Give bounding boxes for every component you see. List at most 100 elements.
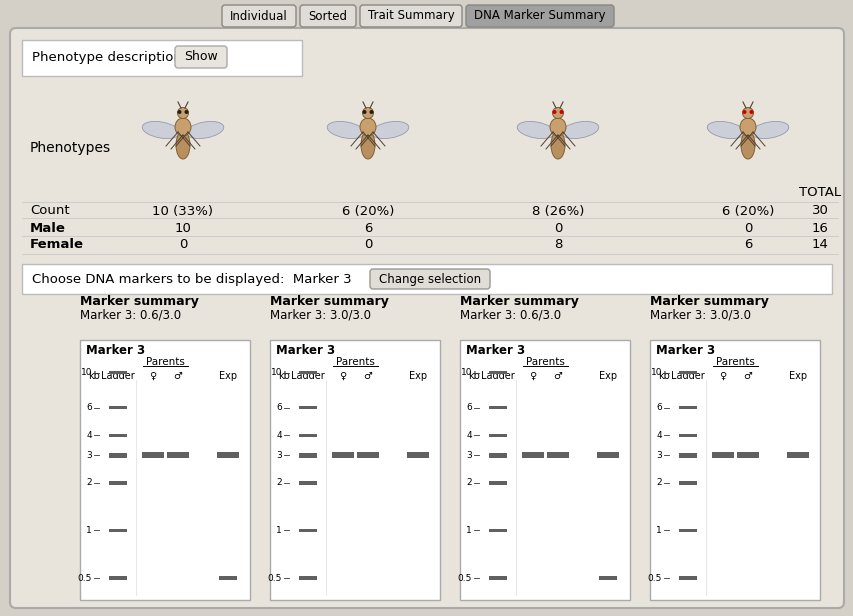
Text: ♀: ♀: [339, 371, 346, 381]
Text: Marker 3: Marker 3: [276, 344, 334, 357]
Text: kb: kb: [467, 371, 479, 381]
Bar: [678, 529, 696, 532]
Text: DNA Marker Summary: DNA Marker Summary: [473, 9, 605, 23]
Text: 8: 8: [553, 238, 561, 251]
Text: Exp: Exp: [788, 371, 806, 381]
Bar: [678, 434, 696, 437]
Bar: [109, 529, 127, 532]
Bar: [0, 0, 853, 30]
Ellipse shape: [740, 118, 755, 136]
Text: 6: 6: [86, 403, 92, 412]
Bar: [736, 452, 758, 458]
Bar: [299, 481, 316, 485]
Text: Marker 3: Marker 3: [86, 344, 145, 357]
Ellipse shape: [741, 108, 752, 118]
Text: Marker 3: 0.6/3.0: Marker 3: 0.6/3.0: [460, 309, 560, 322]
Text: 0.5: 0.5: [647, 573, 661, 583]
Ellipse shape: [552, 110, 556, 114]
Bar: [598, 576, 616, 580]
FancyBboxPatch shape: [360, 5, 461, 27]
Text: 6 (20%): 6 (20%): [721, 205, 774, 217]
Ellipse shape: [559, 110, 563, 114]
Text: Count: Count: [30, 205, 70, 217]
FancyBboxPatch shape: [299, 5, 356, 27]
Text: 6: 6: [466, 403, 472, 412]
Ellipse shape: [175, 118, 191, 136]
Ellipse shape: [186, 121, 223, 139]
Text: 1: 1: [466, 526, 472, 535]
Bar: [80, 340, 250, 600]
Text: 6: 6: [363, 222, 372, 235]
Text: Choose DNA markers to be displayed:  Marker 3: Choose DNA markers to be displayed: Mark…: [32, 272, 351, 285]
Bar: [109, 434, 127, 437]
Bar: [489, 371, 507, 375]
Bar: [299, 406, 316, 409]
Text: 2: 2: [276, 479, 281, 487]
Ellipse shape: [369, 110, 373, 114]
Text: 2: 2: [466, 479, 472, 487]
Text: Trait Summary: Trait Summary: [367, 9, 454, 23]
Bar: [299, 371, 316, 375]
Text: Phenotypes: Phenotypes: [30, 141, 111, 155]
Ellipse shape: [749, 110, 752, 114]
Text: 6: 6: [276, 403, 281, 412]
Bar: [678, 406, 696, 409]
Text: Parents: Parents: [336, 357, 374, 367]
Text: Exp: Exp: [409, 371, 426, 381]
Bar: [547, 452, 568, 458]
Text: Female: Female: [30, 238, 84, 251]
Text: 4: 4: [86, 431, 92, 440]
Ellipse shape: [552, 108, 563, 118]
Ellipse shape: [177, 108, 189, 118]
Bar: [109, 577, 127, 580]
Bar: [521, 452, 543, 458]
Ellipse shape: [706, 121, 744, 139]
Text: 2: 2: [656, 479, 661, 487]
Bar: [489, 529, 507, 532]
Text: Marker summary: Marker summary: [270, 296, 388, 309]
Text: Parents: Parents: [715, 357, 754, 367]
Text: 6: 6: [655, 403, 661, 412]
Bar: [407, 452, 428, 458]
Text: 10: 10: [174, 222, 191, 235]
Text: 0: 0: [363, 238, 372, 251]
Bar: [489, 434, 507, 437]
Bar: [596, 452, 618, 458]
Text: kb: kb: [278, 371, 290, 381]
Bar: [109, 371, 127, 375]
Bar: [332, 452, 354, 458]
Ellipse shape: [741, 110, 746, 114]
Text: Change selection: Change selection: [379, 272, 480, 285]
Bar: [357, 452, 379, 458]
Text: Parents: Parents: [525, 357, 565, 367]
Bar: [786, 452, 808, 458]
Text: 10: 10: [270, 368, 281, 377]
Text: Marker 3: Marker 3: [655, 344, 714, 357]
Ellipse shape: [517, 121, 554, 139]
Bar: [109, 481, 127, 485]
Text: Exp: Exp: [598, 371, 617, 381]
Bar: [489, 453, 507, 458]
Text: 10 (33%): 10 (33%): [153, 205, 213, 217]
Ellipse shape: [371, 121, 409, 139]
Text: ♀: ♀: [529, 371, 536, 381]
Text: Parents: Parents: [146, 357, 185, 367]
Bar: [218, 576, 237, 580]
Text: 6: 6: [743, 238, 751, 251]
Text: Marker 3: 0.6/3.0: Marker 3: 0.6/3.0: [80, 309, 181, 322]
Text: 3: 3: [276, 451, 281, 460]
Ellipse shape: [362, 108, 373, 118]
Bar: [270, 340, 439, 600]
Bar: [678, 371, 696, 375]
Text: 3: 3: [86, 451, 92, 460]
Ellipse shape: [362, 110, 366, 114]
Text: Ladder: Ladder: [480, 371, 514, 381]
Bar: [299, 434, 316, 437]
Bar: [678, 453, 696, 458]
Text: Marker 3: 3.0/3.0: Marker 3: 3.0/3.0: [270, 309, 370, 322]
Text: Marker 3: 3.0/3.0: Marker 3: 3.0/3.0: [649, 309, 750, 322]
Text: 0.5: 0.5: [78, 573, 92, 583]
Text: 0: 0: [553, 222, 561, 235]
Ellipse shape: [361, 131, 374, 159]
Text: ♀: ♀: [718, 371, 726, 381]
